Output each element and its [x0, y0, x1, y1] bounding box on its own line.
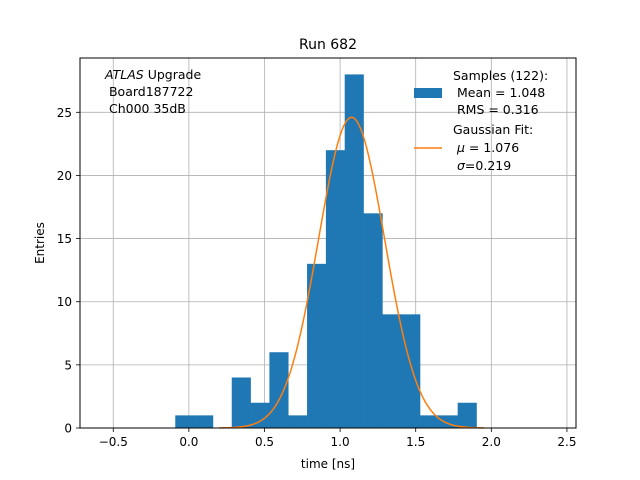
- x-tick-label-5: 2.0: [482, 435, 501, 449]
- y-tick-label-2: 10: [57, 295, 72, 309]
- legend-mu-value: = 1.076: [465, 140, 519, 155]
- annotation-board: Board187722: [105, 84, 193, 99]
- x-axis-ticks: −0.5 0.0 0.5 1.0 1.5 2.0 2.5: [99, 428, 576, 449]
- legend: Samples (122): Mean = 1.048 RMS = 0.316 …: [414, 68, 548, 173]
- histogram-bar-12: [401, 314, 421, 428]
- annotation-upgrade: Upgrade: [144, 67, 202, 82]
- y-axis-label: Entries: [33, 222, 47, 264]
- histogram-bars: [175, 74, 477, 428]
- histogram-bar-7: [307, 263, 327, 428]
- histogram-bar-1: [194, 415, 214, 428]
- x-tick-label-3: 1.0: [331, 435, 350, 449]
- histogram-bar-0: [175, 415, 195, 428]
- x-axis-label: time [ns]: [301, 457, 355, 471]
- histogram-bar-3: [231, 377, 251, 428]
- histogram-bar-5: [269, 352, 289, 428]
- histogram-bar-11: [382, 314, 402, 428]
- legend-samples-rms: RMS = 0.316: [453, 102, 539, 117]
- x-tick-label-2: 0.5: [255, 435, 274, 449]
- histogram-bar-6: [288, 415, 308, 428]
- histogram-bar-8: [325, 150, 346, 428]
- x-tick-label-0: −0.5: [99, 435, 128, 449]
- x-tick-label-6: 2.5: [557, 435, 576, 449]
- annotation-atlas: ATLAS: [104, 67, 144, 82]
- y-tick-label-0: 0: [64, 422, 72, 436]
- legend-sigma-value: =0.219: [465, 158, 511, 173]
- legend-samples-title: Samples (122):: [453, 68, 548, 83]
- y-tick-label-5: 25: [57, 106, 72, 120]
- y-tick-label-4: 20: [57, 169, 72, 183]
- legend-fit-title: Gaussian Fit:: [453, 122, 533, 137]
- plot-frame: [79, 57, 577, 429]
- y-tick-label-3: 15: [57, 232, 72, 246]
- y-axis-ticks: 0 5 10 15 20 25: [57, 106, 80, 436]
- annotation-line-1: ATLAS Upgrade: [104, 67, 201, 82]
- gaussian-fit-curve: [219, 116, 485, 429]
- chart-title: Run 682: [299, 37, 357, 53]
- legend-sigma-symbol: σ: [457, 158, 466, 173]
- legend-samples-swatch: [414, 88, 442, 98]
- x-tick-label-1: 0.0: [179, 435, 198, 449]
- histogram-bar-15: [457, 402, 477, 428]
- legend-samples-mean: Mean = 1.048: [453, 85, 545, 100]
- legend-fit-sigma: σ=0.219: [453, 158, 511, 173]
- atlas-annotation: ATLAS Upgrade Board187722 Ch000 35dB: [104, 67, 201, 116]
- histogram-bar-9: [344, 74, 364, 428]
- y-tick-label-1: 5: [64, 358, 72, 372]
- histogram-bar-13: [420, 415, 440, 428]
- histogram-bar-10: [363, 213, 383, 428]
- legend-fit-mu: μ = 1.076: [453, 140, 519, 155]
- annotation-channel: Ch000 35dB: [105, 101, 186, 116]
- histogram-bar-4: [250, 402, 270, 428]
- x-tick-label-4: 1.5: [406, 435, 425, 449]
- legend-mu-symbol: μ: [456, 140, 465, 155]
